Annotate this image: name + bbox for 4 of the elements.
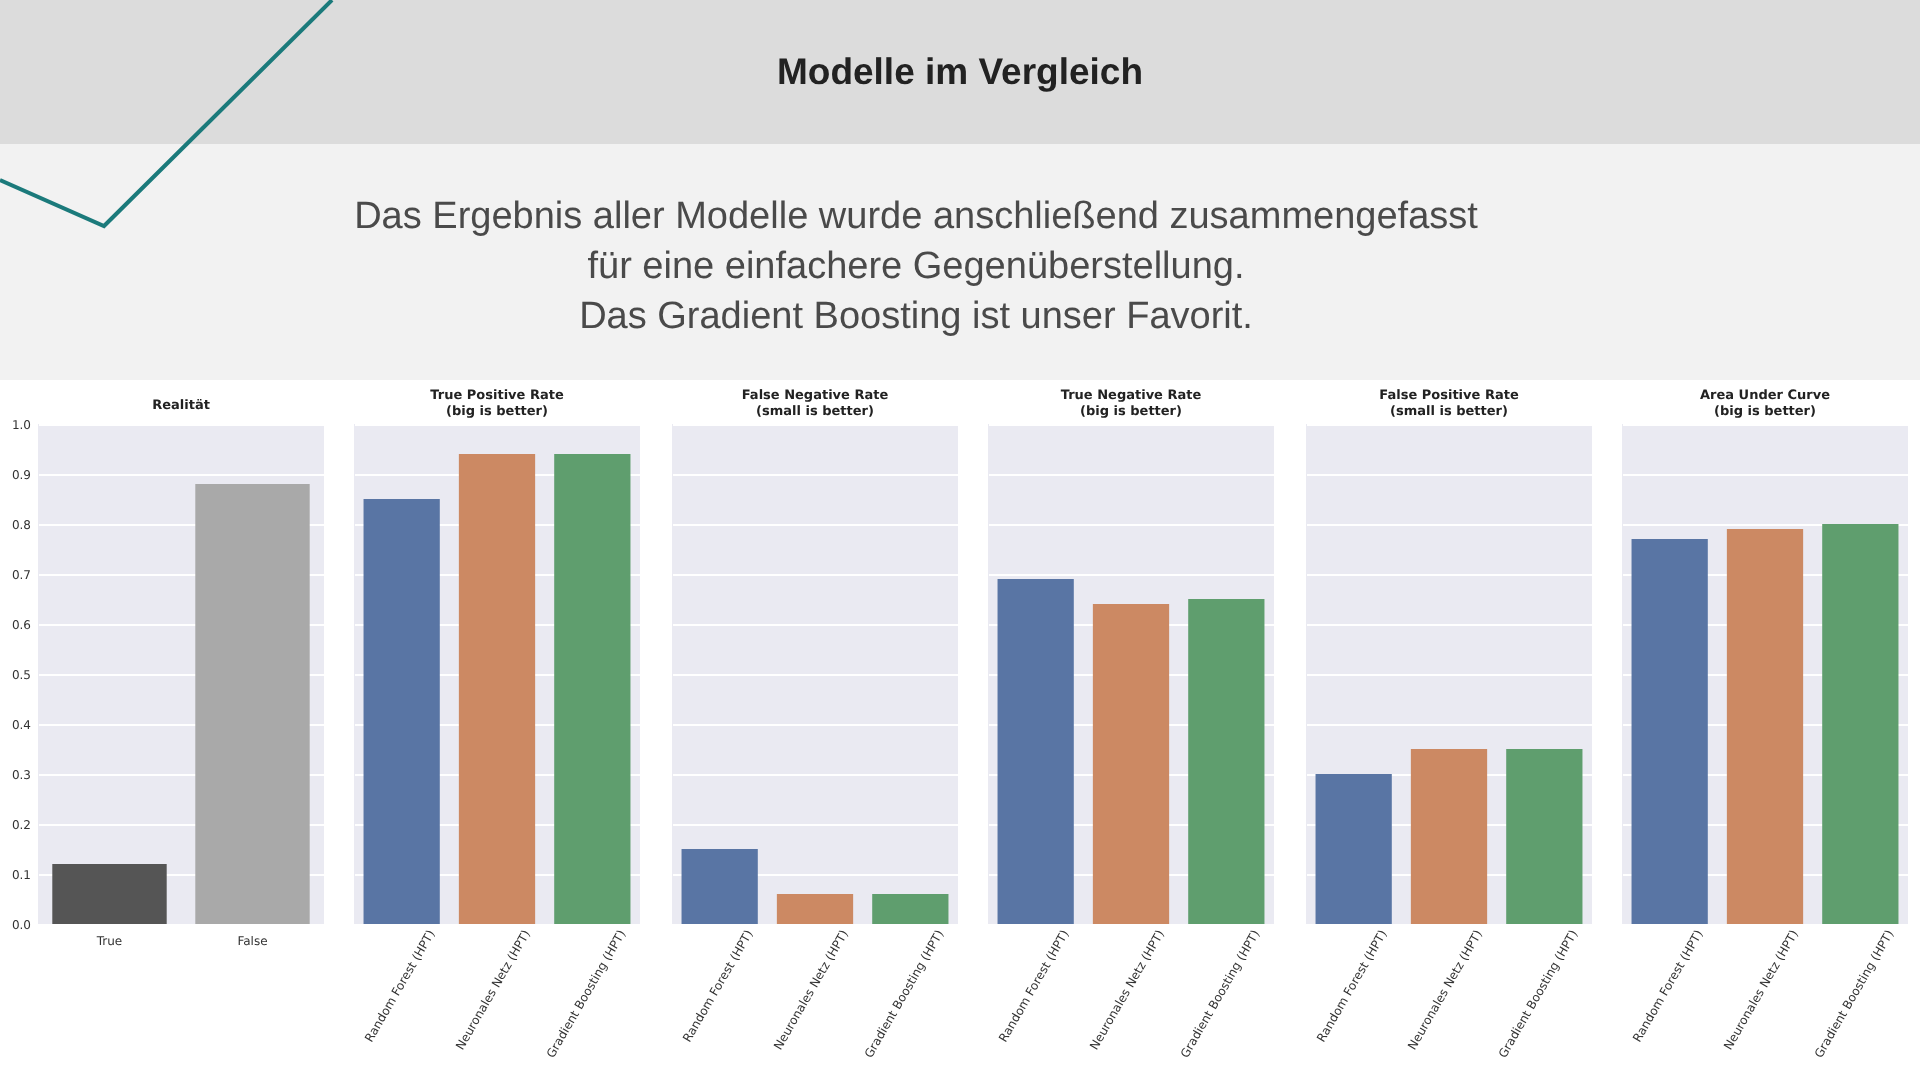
- text: Das Gradient Boosting ist unser Favorit.: [577, 294, 1255, 342]
- text: Das Ergebnis aller Modelle wurde anschließend zusammengefasst: [352, 194, 1480, 242]
- text: für eine einfachere Gegenüberstellung.: [585, 244, 1247, 292]
- text: Modelle im Vergleich: [774, 50, 1145, 94]
